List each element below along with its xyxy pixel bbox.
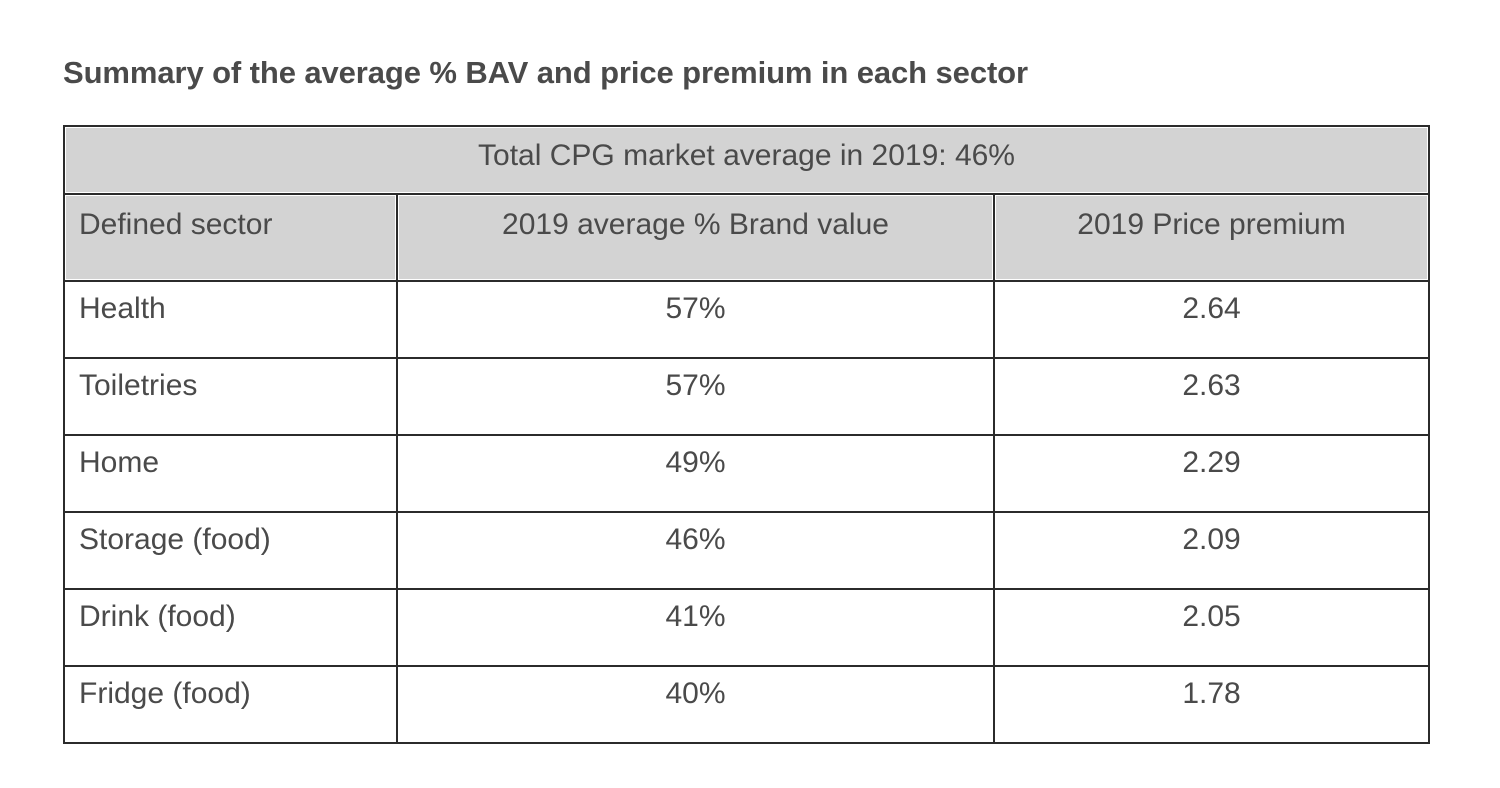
cell-premium: 2.64 [992, 280, 1431, 359]
cell-sector: Fridge (food) [63, 665, 398, 744]
column-header-price-premium[interactable]: 2019 Price premium [992, 193, 1431, 282]
table-body: Health 57% 2.64 Toiletries 57% 2.63 Home… [63, 280, 1431, 744]
cell-bav: 41% [396, 588, 995, 667]
cell-sector: Home [63, 434, 398, 513]
cell-bav: 40% [396, 665, 995, 744]
column-header-brand-value[interactable]: 2019 average % Brand value [396, 193, 995, 282]
cell-premium: 2.63 [992, 357, 1431, 436]
market-average-banner: Total CPG market average in 2019: 46% [62, 125, 1431, 195]
cell-sector: Health [63, 280, 398, 359]
cell-bav: 57% [396, 280, 995, 359]
page-title: Summary of the average % BAV and price p… [63, 55, 1028, 90]
table-row: Toiletries 57% 2.63 [63, 357, 1431, 436]
cell-premium: 2.09 [992, 511, 1431, 590]
cell-sector: Drink (food) [63, 588, 398, 667]
cell-sector: Storage (food) [63, 511, 398, 590]
table-row: Drink (food) 41% 2.05 [63, 588, 1431, 667]
column-header-defined-sector[interactable]: Defined sector [63, 193, 398, 282]
summary-table: Total CPG market average in 2019: 46% De… [62, 125, 1431, 744]
summary-table-container: Total CPG market average in 2019: 46% De… [62, 125, 1431, 744]
table-row: Fridge (food) 40% 1.78 [63, 665, 1431, 744]
cell-sector: Toiletries [63, 357, 398, 436]
cell-premium: 1.78 [992, 665, 1431, 744]
table-column-header-row: Defined sector 2019 average % Brand valu… [63, 193, 1431, 282]
cell-bav: 57% [396, 357, 995, 436]
table-banner-row: Total CPG market average in 2019: 46% [62, 125, 1431, 195]
table-row: Health 57% 2.64 [63, 280, 1431, 359]
cell-premium: 2.05 [992, 588, 1431, 667]
table-row: Storage (food) 46% 2.09 [63, 511, 1431, 590]
table-header: Total CPG market average in 2019: 46% De… [62, 125, 1431, 282]
cell-premium: 2.29 [992, 434, 1431, 513]
cell-bav: 46% [396, 511, 995, 590]
cell-bav: 49% [396, 434, 995, 513]
table-row: Home 49% 2.29 [63, 434, 1431, 513]
